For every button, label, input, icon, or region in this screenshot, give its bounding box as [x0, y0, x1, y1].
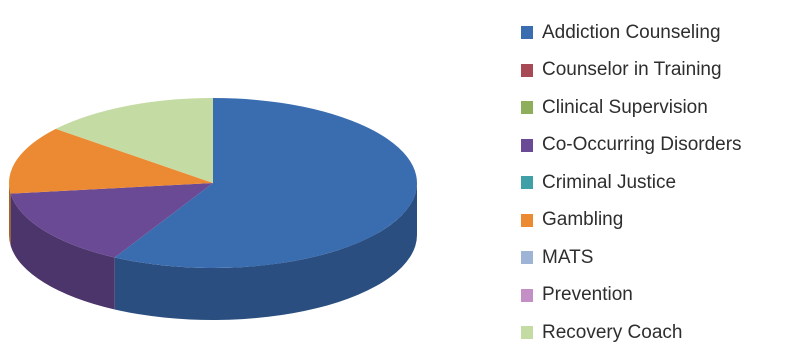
legend-item: Prevention — [521, 277, 742, 315]
legend-item: Co-Occurring Disorders — [521, 127, 742, 165]
legend-label: Criminal Justice — [542, 171, 677, 193]
legend-label: Prevention — [542, 284, 633, 306]
legend-label: Co-Occurring Disorders — [542, 134, 742, 156]
legend-swatch — [521, 138, 533, 152]
legend-item: Gambling — [521, 202, 742, 240]
pie-slice-side — [9, 183, 11, 246]
legend-item: Recovery Coach — [521, 314, 742, 352]
legend-swatch — [521, 288, 533, 302]
pie-slice — [10, 183, 214, 258]
legend-swatch — [521, 326, 533, 340]
pie-slice — [9, 128, 214, 194]
legend-swatch — [521, 251, 533, 265]
chart-legend: Addiction Counseling Counselor in Trainin… — [521, 14, 742, 352]
legend-swatch — [521, 213, 533, 227]
legend-swatch — [521, 176, 533, 190]
legend-swatch — [521, 101, 533, 115]
legend-label: MATS — [542, 246, 594, 268]
legend-label: Counselor in Training — [542, 59, 722, 81]
legend-label: Recovery Coach — [542, 321, 683, 343]
legend-label: Gambling — [542, 209, 624, 231]
pie-slice — [114, 98, 418, 268]
legend-label: Addiction Counseling — [542, 21, 721, 43]
legend-item: MATS — [521, 239, 742, 277]
legend-swatch — [521, 26, 533, 40]
pie-slice-side — [114, 183, 417, 320]
legend-item: Criminal Justice — [521, 164, 742, 202]
legend-item: Addiction Counseling — [521, 14, 742, 52]
legend-item: Counselor in Training — [521, 52, 742, 90]
pie-slice-side — [10, 193, 115, 310]
legend-swatch — [521, 63, 533, 77]
legend-label: Clinical Supervision — [542, 96, 708, 118]
pie-slice — [55, 98, 213, 183]
legend-item: Clinical Supervision — [521, 89, 742, 127]
